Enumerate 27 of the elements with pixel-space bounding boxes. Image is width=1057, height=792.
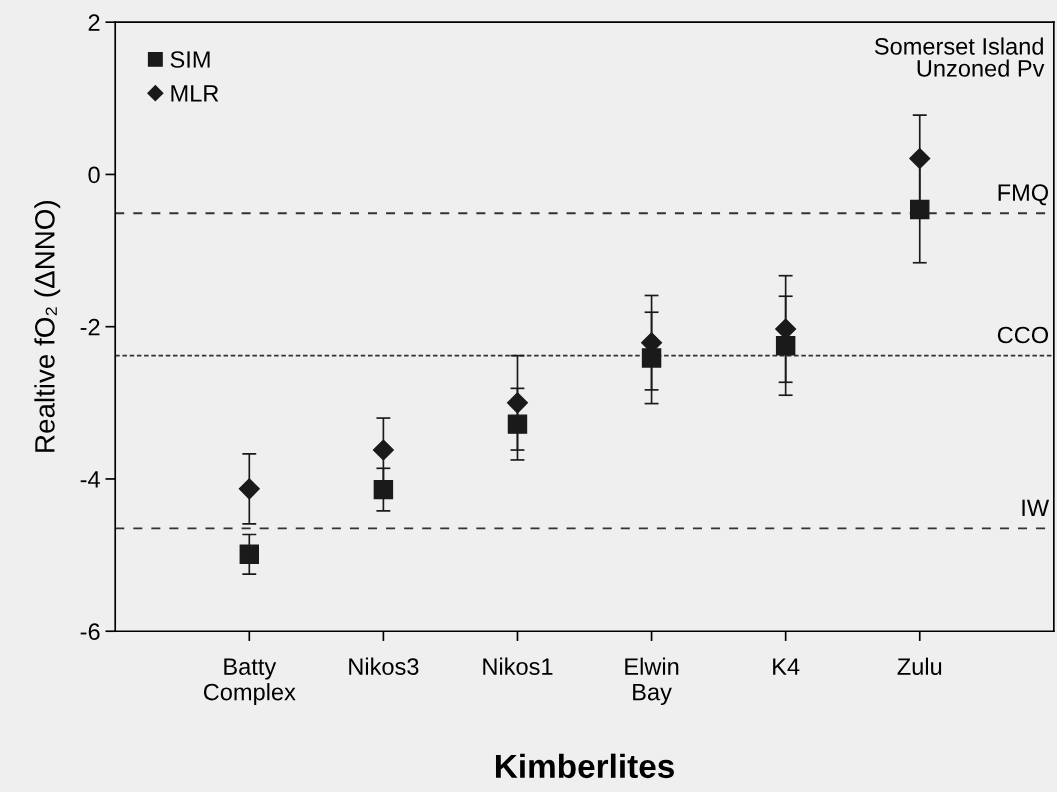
point [373, 479, 394, 500]
point [238, 478, 260, 500]
point [506, 392, 528, 414]
annotation: Somerset Island Unzoned Pv [874, 37, 1045, 77]
point [239, 544, 260, 565]
point [372, 439, 394, 461]
y-tick-label: 2 [88, 14, 100, 31]
ref-line-label: IW [1022, 499, 1050, 516]
y-tick-label: -2 [80, 318, 100, 336]
x-tick-label: Nikos3 [349, 657, 419, 675]
x-tick-label: Nikos1 [483, 657, 553, 675]
x-tick-label: Batty Complex [203, 658, 296, 706]
y-tick-label: -4 [80, 471, 100, 488]
x-tick-label: Zulu [897, 657, 942, 675]
x-axis-title: Kimberlites [495, 753, 674, 779]
legend-label: SIM [170, 51, 210, 68]
x-tick-label: K4 [773, 658, 800, 675]
y-tick-label: -6 [80, 623, 100, 641]
legend-label: MLR [171, 85, 219, 102]
y-axis-title: Realtive fO₂ (ΔNNO) [34, 201, 61, 452]
y-tick-label: 0 [88, 166, 100, 184]
point [507, 414, 528, 434]
ref-line-label: CCO [997, 326, 1049, 344]
x-tick-label: Elwin Bay [625, 657, 679, 706]
point [910, 199, 930, 220]
ref-line-label: FMQ [998, 184, 1049, 206]
point [909, 147, 931, 169]
